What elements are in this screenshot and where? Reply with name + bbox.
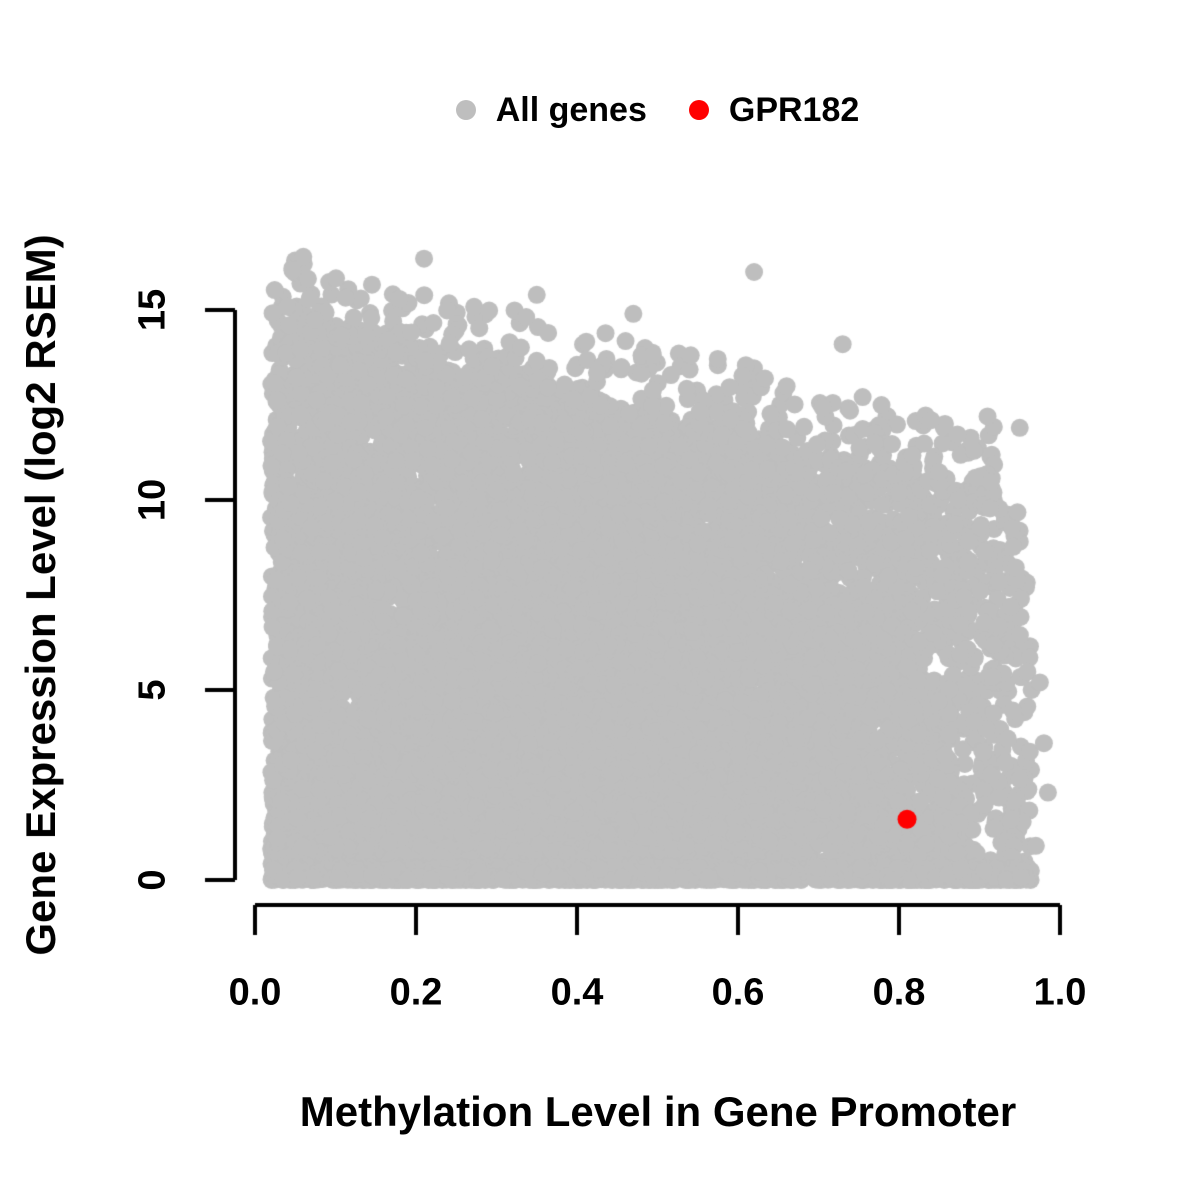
x-axis-tick-label: 0.2	[389, 971, 443, 1014]
y-axis-tick-label: 15	[131, 288, 174, 332]
red-dot-icon	[688, 100, 709, 120]
x-axis-tick-label: 0.8	[872, 971, 926, 1014]
legend-item-all-genes: All genes	[455, 90, 647, 130]
legend: All genes GPR182	[255, 84, 1060, 136]
y-axis-tick-label: 0	[131, 869, 174, 891]
y-axis-title: Gene Expression Level (log2 RSEM)	[17, 234, 64, 956]
x-axis-title: Methylation Level in Gene Promoter	[299, 1088, 1017, 1135]
x-axis-tick-label: 0.0	[228, 971, 282, 1014]
y-axis-tick-label: 5	[131, 679, 174, 701]
x-axis-tick-label: 0.4	[550, 971, 604, 1014]
x-axis-tick-label: 0.6	[711, 971, 765, 1014]
legend-label-gpr182: GPR182	[728, 90, 860, 129]
legend-label-all-genes: All genes	[495, 90, 647, 129]
legend-item-gpr182: GPR182	[688, 90, 860, 130]
gray-dot-icon	[455, 100, 476, 120]
x-axis-tick-label: 1.0	[1033, 971, 1087, 1014]
y-axis-tick-label: 10	[131, 478, 174, 522]
